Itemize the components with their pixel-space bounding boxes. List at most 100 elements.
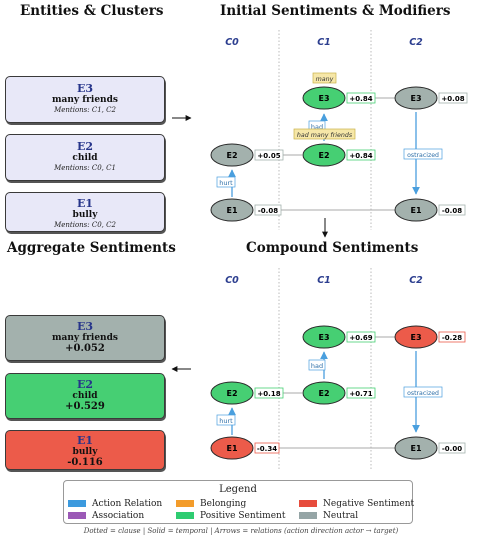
diagram-canvas: C0 C1 C2 C0 C1 C2 hurt had ostracized hu…: [171, 30, 468, 470]
relation-label-hurt: hurt: [216, 414, 236, 426]
relation-label-hurt: hurt: [216, 176, 236, 188]
legend-item-association: Association: [68, 511, 144, 521]
svg-text:-0.34: -0.34: [257, 445, 277, 453]
svg-text:E1: E1: [410, 444, 421, 453]
legend-label: Positive Sentiment: [200, 511, 286, 521]
score-compound-c2-e3: -0.28: [438, 331, 466, 343]
legend-item-neutral: Neutral: [299, 511, 358, 521]
score-initial-c1-e3: +0.84: [346, 92, 376, 104]
svg-text:had: had: [311, 362, 323, 370]
score-initial-c1-e2: +0.84: [346, 149, 376, 161]
svg-text:+0.18: +0.18: [257, 390, 280, 398]
legend-swatch: [68, 500, 86, 507]
node-initial-c1-e3: E3: [302, 86, 346, 110]
svg-text:-0.28: -0.28: [442, 334, 462, 342]
relation-label-had: had: [308, 359, 326, 371]
legend-swatch: [176, 500, 194, 507]
svg-text:ostracized: ostracized: [407, 390, 439, 397]
relation-label-ostracized: ostracized: [403, 386, 443, 398]
aggregate-name: many friends: [52, 333, 118, 343]
entity-card-e2: E2 child Mentions: C0, C1: [5, 134, 165, 181]
svg-text:hurt: hurt: [219, 417, 233, 425]
svg-text:-0.08: -0.08: [442, 207, 462, 215]
node-initial-c0-e2: E2: [210, 143, 254, 167]
node-compound-c0-e1: E1: [210, 436, 254, 460]
compound-title: Compound Sentiments: [246, 240, 419, 256]
legend-title: Legend: [219, 484, 257, 495]
legend-item-belonging: Belonging: [176, 499, 246, 509]
node-initial-c2-e3: E3: [394, 86, 438, 110]
svg-text:+0.69: +0.69: [349, 334, 372, 342]
entities-title: Entities & Clusters: [20, 3, 164, 19]
aggregate-value: -0.116: [67, 457, 103, 468]
aggregate-name: bully: [72, 447, 98, 457]
aggregate-value: +0.052: [65, 343, 105, 354]
node-compound-c1-e2: E2: [302, 381, 346, 405]
node-compound-c2-e3: E3: [394, 325, 438, 349]
score-compound-c2-e1: -0.00: [438, 442, 466, 454]
legend-swatch: [176, 512, 194, 519]
clause-header-c0: C0: [225, 275, 239, 286]
svg-text:+0.84: +0.84: [349, 152, 372, 160]
entity-id: E3: [76, 82, 94, 95]
legend-label: Neutral: [323, 511, 359, 521]
entity-mentions: Mentions: C0, C1: [54, 164, 116, 172]
node-compound-c2-e1: E1: [394, 436, 438, 460]
svg-text:ostracized: ostracized: [407, 152, 439, 159]
svg-text:+0.84: +0.84: [349, 95, 372, 103]
aggregate-card-e3: E3 many friends +0.052: [5, 315, 165, 361]
modifier-label-many: many: [312, 72, 337, 84]
score-initial-c2-e1: -0.08: [438, 204, 466, 216]
legend-item-action-relation: Action Relation: [68, 499, 162, 509]
score-compound-c0-e1: -0.34: [254, 442, 280, 454]
clause-header-c2: C2: [409, 37, 423, 48]
svg-text:had many friends: had many friends: [297, 132, 353, 139]
svg-text:E3: E3: [410, 94, 421, 103]
svg-text:had: had: [311, 123, 323, 131]
svg-text:E3: E3: [410, 333, 421, 342]
legend-swatch: [68, 512, 86, 519]
score-initial-c2-e3: +0.08: [438, 92, 468, 104]
score-compound-c1-e2: +0.71: [346, 387, 376, 399]
svg-text:E2: E2: [226, 151, 237, 160]
entity-name: bully: [72, 210, 98, 220]
entity-id: E1: [76, 197, 94, 210]
legend-swatch: [299, 500, 317, 507]
aggregate-id: E2: [76, 378, 94, 391]
svg-text:+0.05: +0.05: [257, 152, 280, 160]
legend-item-negative-sentiment: Negative Sentiment: [299, 499, 414, 509]
aggregate-title: Aggregate Sentiments: [7, 240, 176, 256]
svg-text:E2: E2: [226, 389, 237, 398]
node-initial-c0-e1: E1: [210, 198, 254, 222]
svg-text:hurt: hurt: [219, 179, 233, 187]
clause-header-c0: C0: [225, 37, 239, 48]
entity-name: many friends: [52, 95, 118, 105]
svg-text:+0.71: +0.71: [349, 390, 372, 398]
aggregate-id: E3: [76, 320, 94, 333]
aggregate-name: child: [72, 391, 98, 401]
aggregate-value: +0.529: [65, 401, 105, 412]
node-initial-c1-e2: E2: [302, 143, 346, 167]
entity-name: child: [72, 153, 98, 163]
legend-label: Action Relation: [92, 499, 163, 509]
aggregate-card-e2: E2 child +0.529: [5, 373, 165, 419]
entity-card-e1: E1 bully Mentions: C0, C2: [5, 192, 165, 232]
entity-mentions: Mentions: C0, C2: [54, 221, 116, 229]
legend-label: Association: [92, 511, 145, 521]
svg-text:E1: E1: [410, 206, 421, 215]
score-compound-c1-e3: +0.69: [346, 331, 376, 343]
score-initial-c0-e2: +0.05: [254, 149, 284, 161]
aggregate-card-e1: E1 bully -0.116: [5, 430, 165, 470]
legend-item-positive-sentiment: Positive Sentiment: [176, 511, 285, 521]
svg-text:E1: E1: [226, 444, 237, 453]
entity-id: E2: [76, 140, 94, 153]
caption: Dotted = clause | Solid = temporal | Arr…: [83, 527, 399, 535]
svg-text:E3: E3: [318, 333, 329, 342]
score-compound-c0-e2: +0.18: [254, 387, 284, 399]
score-initial-c0-e1: -0.08: [254, 204, 282, 216]
initial-title: Initial Sentiments & Modifiers: [220, 3, 451, 19]
svg-text:E3: E3: [318, 94, 329, 103]
modifier-label-had-many-friends: had many friends: [293, 128, 356, 140]
clause-header-c1: C1: [317, 37, 331, 48]
svg-text:+0.08: +0.08: [441, 95, 464, 103]
